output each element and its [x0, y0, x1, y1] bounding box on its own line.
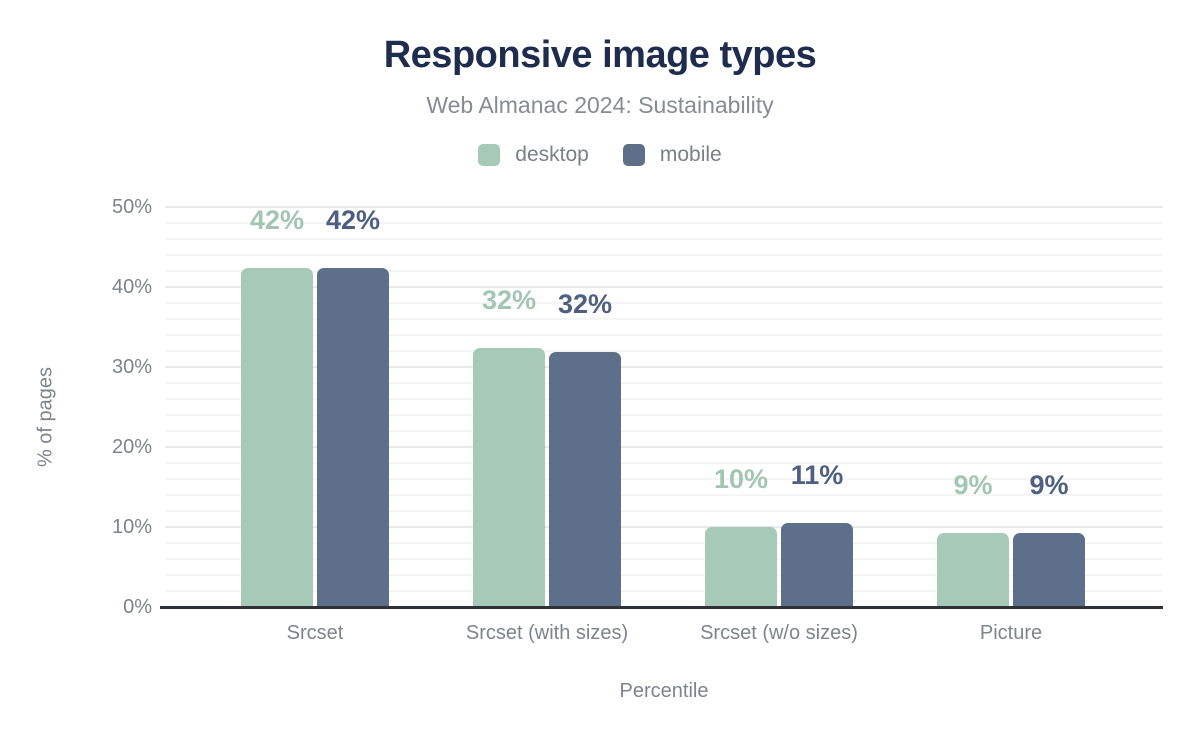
minor-gridline-26	[165, 398, 1163, 400]
chart-subtitle: Web Almanac 2024: Sustainability	[426, 92, 774, 118]
x-axis-tick-labels: Srcset Srcset (with sizes) Srcset (w/o siz…	[0, 622, 1200, 652]
major-gridline-50	[165, 206, 1163, 208]
x-axis-line	[160, 606, 1163, 609]
minor-gridline-2	[165, 590, 1163, 592]
bar-desktop-3	[937, 533, 1009, 607]
minor-gridline-14	[165, 494, 1163, 496]
minor-gridline-28	[165, 382, 1163, 384]
major-gridline-20	[165, 446, 1163, 448]
x-tick-label-1: Srcset (with sizes)	[465, 622, 629, 644]
bar-desktop-1	[473, 347, 545, 607]
minor-gridline-48	[165, 222, 1163, 224]
mobile-swatch-icon	[622, 144, 645, 166]
x-tick-label-3: Picture	[979, 622, 1043, 644]
legend-label-mobile: mobile	[659, 143, 722, 166]
major-gridline-10	[165, 526, 1163, 528]
bar-mobile-1	[549, 351, 621, 607]
data-label-desktop-0: 42%	[249, 204, 305, 235]
legend-item-desktop: desktop	[478, 143, 589, 167]
y-axis-tick-labels: 0% 10% 20% 30% 40% 50%	[0, 0, 152, 742]
y-tick-label-50: 50%	[111, 196, 152, 218]
legend: desktop mobile	[0, 143, 1200, 167]
legend-item-mobile: mobile	[622, 143, 722, 167]
y-tick-label-20: 20%	[111, 436, 152, 458]
data-label-desktop-1: 32%	[481, 284, 537, 315]
data-label-mobile-2: 11%	[790, 460, 844, 490]
desktop-swatch-icon	[478, 144, 501, 166]
page-title: Responsive image types	[383, 34, 817, 76]
y-tick-label-0: 0%	[123, 596, 152, 618]
data-label-desktop-2: 10%	[713, 464, 769, 494]
data-label-mobile-1: 32%	[557, 288, 613, 319]
minor-gridline-44	[165, 254, 1163, 256]
plot-area: 42% 42% 32% 32% 10% 11% 9% 9%	[165, 204, 1163, 607]
major-gridline-30	[165, 366, 1163, 368]
minor-gridline-32	[165, 350, 1163, 352]
bar-desktop-2	[705, 527, 777, 607]
minor-gridline-6	[165, 558, 1163, 560]
data-label-mobile-0: 42%	[325, 204, 381, 235]
x-tick-label-0: Srcset	[286, 622, 344, 644]
minor-gridline-38	[165, 302, 1163, 304]
y-tick-label-40: 40%	[111, 276, 152, 298]
minor-gridline-12	[165, 510, 1163, 512]
minor-gridline-18	[165, 462, 1163, 464]
minor-gridline-36	[165, 318, 1163, 320]
minor-gridline-16	[165, 478, 1163, 480]
y-tick-label-10: 10%	[111, 516, 152, 538]
bar-mobile-2	[781, 523, 853, 607]
data-label-desktop-3: 9%	[953, 470, 993, 501]
minor-gridline-24	[165, 414, 1163, 416]
bar-mobile-0	[317, 267, 389, 607]
data-label-mobile-3: 9%	[1029, 470, 1069, 501]
minor-gridline-34	[165, 334, 1163, 336]
minor-gridline-22	[165, 430, 1163, 432]
y-tick-label-30: 30%	[111, 356, 152, 378]
minor-gridline-4	[165, 574, 1163, 576]
x-tick-label-2: Srcset (w/o sizes)	[700, 622, 858, 644]
minor-gridline-8	[165, 542, 1163, 544]
legend-label-desktop: desktop	[515, 143, 589, 166]
minor-gridline-42	[165, 270, 1163, 272]
bar-mobile-3	[1013, 533, 1085, 607]
x-axis-title: Percentile	[619, 680, 709, 702]
major-gridline-40	[165, 286, 1163, 288]
minor-gridline-46	[165, 238, 1163, 240]
bar-desktop-0	[241, 267, 313, 607]
